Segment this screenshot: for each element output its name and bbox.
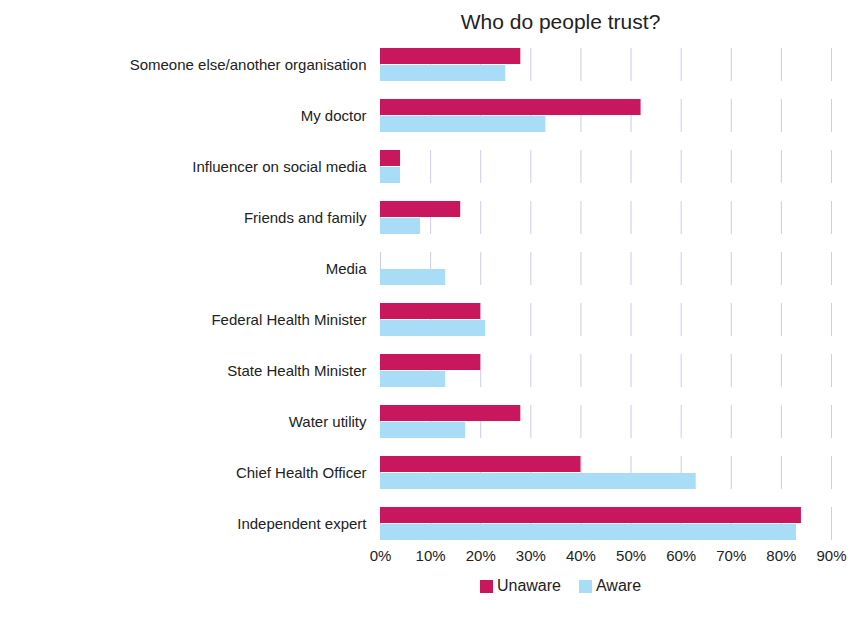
svg-text:Friends and family: Friends and family: [244, 209, 367, 226]
html-text:Who do people trust?: Who do people trust?: [460, 10, 661, 33]
svg-text:Federal Health Minister: Federal Health Minister: [211, 311, 366, 328]
svg-text:Chief Health Officer: Chief Health Officer: [236, 464, 367, 481]
svg-text:Someone else/another organisat: Someone else/another organisation: [130, 56, 367, 73]
svg-text:60%: 60%: [666, 547, 696, 564]
svg-text:Media: Media: [326, 260, 368, 277]
svg-text:My doctor: My doctor: [301, 107, 367, 124]
svg-text:70%: 70%: [716, 547, 746, 564]
svg-text:Independent expert: Independent expert: [237, 515, 367, 532]
html-text:Aware: Aware: [596, 577, 641, 594]
svg-text:0%: 0%: [370, 547, 392, 564]
svg-text:30%: 30%: [516, 547, 546, 564]
svg-text:40%: 40%: [566, 547, 596, 564]
svg-text:Influencer on social media: Influencer on social media: [192, 158, 367, 175]
svg-text:Water utility: Water utility: [289, 413, 367, 430]
svg-text:50%: 50%: [616, 547, 646, 564]
svg-text:80%: 80%: [766, 547, 796, 564]
svg-text:10%: 10%: [416, 547, 446, 564]
svg-text:State Health Minister: State Health Minister: [227, 362, 366, 379]
html-text:Unaware: Unaware: [497, 577, 561, 594]
svg-text:90%: 90%: [816, 547, 846, 564]
svg-text:20%: 20%: [466, 547, 496, 564]
